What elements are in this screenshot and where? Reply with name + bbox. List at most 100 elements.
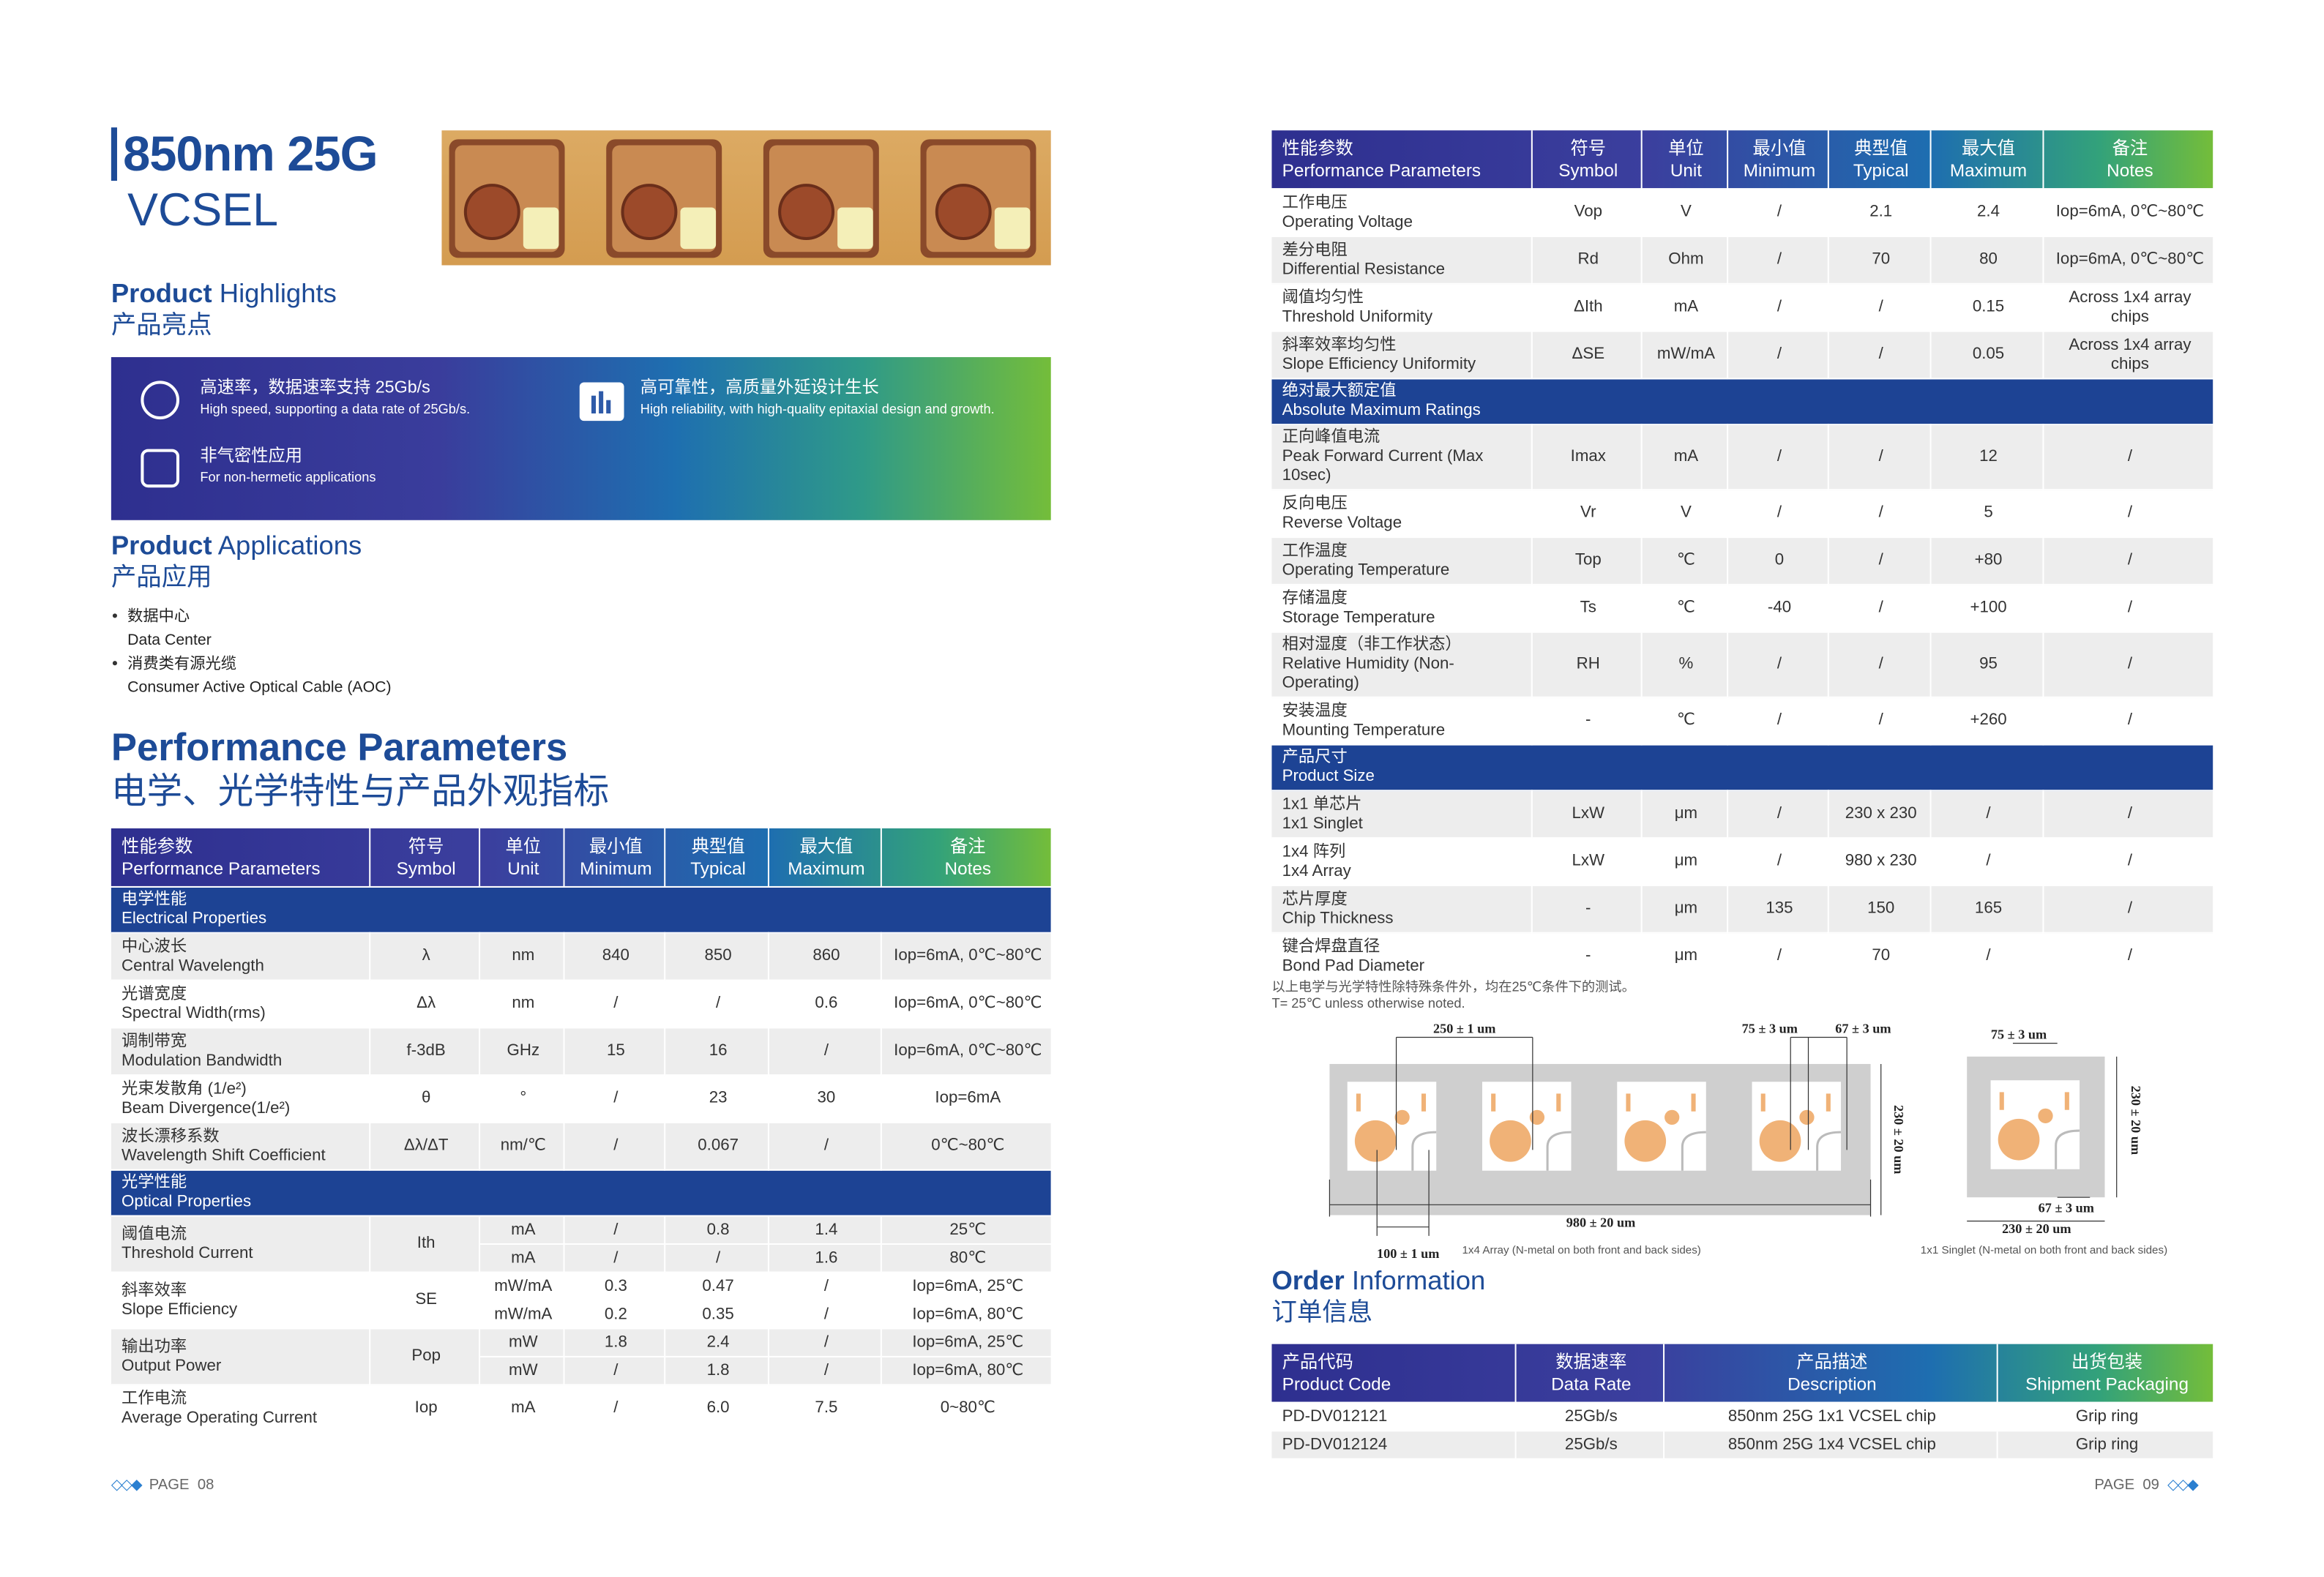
- value-cell: /: [1929, 838, 2044, 886]
- header-en: Performance Parameters: [122, 857, 321, 878]
- metal: [1681, 1131, 1706, 1171]
- value-cell: mW/mA: [479, 1300, 564, 1330]
- aperture: [2038, 1108, 2053, 1123]
- value-cell: /: [767, 1300, 881, 1330]
- symbol-cell: ΔSE: [1531, 331, 1642, 380]
- data-row: 正向峰值电流 Peak Forward Current (Max 10sec) Im…: [1271, 424, 2214, 491]
- header-cn: 单位: [505, 835, 542, 856]
- header-en: Maximum: [1949, 159, 2028, 181]
- value-cell: Iop=6mA: [880, 1075, 1052, 1123]
- highlight-en: High reliability, with high-quality epit…: [640, 401, 995, 417]
- header-cn: 产品描述: [1796, 1350, 1868, 1372]
- value-cell: /: [767, 1027, 881, 1076]
- heading-light: Applications: [217, 530, 362, 561]
- header-cn: 数据速率: [1555, 1350, 1627, 1372]
- value-cell: 25℃: [880, 1215, 1052, 1246]
- section-row: 绝对最大额定值 Absolute Maximum Ratings: [1271, 378, 2214, 426]
- value-cell: /: [563, 1385, 665, 1434]
- param-cell: 1x1 单芯片 1x1 Singlet: [1271, 790, 1532, 839]
- header-cell: 符号 Symbol: [369, 828, 480, 888]
- param-cn: 工作温度: [1282, 542, 1348, 560]
- param-cell: 存储温度 Storage Temperature: [1271, 584, 1532, 633]
- param-en: Slope Efficiency Uniformity: [1282, 354, 1476, 373]
- data-row: 相对湿度（非工作状态） Relative Humidity (Non-Operat…: [1271, 632, 2214, 698]
- header-cell: 出货包装 Shipment Packaging: [1996, 1344, 2214, 1404]
- header-row: 性能参数 Performance Parameters 符号 Symbol 单位 Unit…: [1271, 130, 2214, 190]
- note-cn: 以上电学与光学特性除特殊条件外，均在25℃条件下的测试。: [1271, 979, 1635, 994]
- value-cell: 1.8: [664, 1356, 769, 1386]
- value-cell: 0.6: [767, 980, 881, 1029]
- header-cn: 最小值: [1752, 137, 1806, 158]
- header-cell: 备注 Notes: [880, 828, 1052, 888]
- value-cell: 135: [1727, 885, 1828, 934]
- header-cn: 出货包装: [2071, 1350, 2143, 1372]
- aperture: [621, 184, 678, 241]
- data-row: 斜率效率均匀性 Slope Efficiency Uniformity ΔSE mW/…: [1271, 331, 2214, 380]
- dimension-label: 980 ± 20 um: [1566, 1215, 1636, 1230]
- value-cell: 15: [563, 1027, 665, 1076]
- page-footer: ◇◇◆ PAGE 08: [111, 1477, 214, 1494]
- contact: [1356, 1093, 1361, 1112]
- contact: [1626, 1093, 1631, 1112]
- page-number: 08: [197, 1477, 214, 1494]
- value-cell: /: [2042, 537, 2214, 585]
- dimension-label: 75 ± 3 um: [1991, 1027, 2047, 1042]
- param-en: Average Operating Current: [122, 1408, 318, 1427]
- value-cell: /: [1827, 584, 1931, 633]
- page-number: 09: [2142, 1477, 2159, 1494]
- header-cn: 符号: [1570, 137, 1607, 158]
- highlight: 高可靠性，高质量外延设计生长 High reliability, with hig…: [640, 378, 995, 418]
- value-cell: 16: [664, 1027, 769, 1076]
- data-row: mW/1.8/Iop=6mA, 80℃: [111, 1356, 1052, 1386]
- param-cell: 1x4 阵列 1x4 Array: [1271, 838, 1532, 886]
- header-cn: 最大值: [1962, 137, 2015, 158]
- value-cell: /: [1827, 283, 1931, 332]
- value-cell: 0~80℃: [880, 1385, 1052, 1434]
- param-cn: 键合焊盘直径: [1282, 937, 1380, 956]
- value-cell: /: [1929, 932, 2044, 981]
- symbol-cell: f-3dB: [369, 1027, 480, 1076]
- header-cn: 最小值: [589, 835, 643, 856]
- dimension-diagram: 250 ± 1 um 75 ± 3 um 67 ± 3 um 230 ± 20 um 9…: [1329, 1021, 2167, 1261]
- dimension-label: 67 ± 3 um: [1835, 1021, 1891, 1035]
- data-row: 芯片厚度 Chip Thickness - μm 135 150 165/: [1271, 885, 2214, 934]
- value-cell: 0.067: [664, 1122, 769, 1171]
- header-cn: 备注: [949, 835, 986, 856]
- param-en: Threshold Uniformity: [1282, 307, 1433, 326]
- value-cell: 0.2: [563, 1300, 665, 1330]
- header-cn: 产品代码: [1282, 1350, 1353, 1372]
- heading-light: Information: [1351, 1265, 1486, 1295]
- value-cell: mA: [479, 1215, 564, 1246]
- highlight: 非气密性应用 For non-hermetic applications: [200, 446, 375, 487]
- heading-bold: Product: [111, 530, 212, 561]
- value-cell: Iop=6mA, 25℃: [880, 1272, 1052, 1301]
- dimension-label: 75 ± 3 um: [1742, 1021, 1798, 1035]
- header-cell: 典型值 Typical: [664, 828, 769, 888]
- section-cell: 绝对最大额定值 Absolute Maximum Ratings: [1271, 378, 2214, 426]
- header-cell: 最大值 Maximum: [767, 828, 881, 888]
- diagram-caption: 1x1 Singlet (N-metal on both front and b…: [1921, 1244, 2167, 1256]
- header-cell: 数据速率 Data Rate: [1514, 1344, 1664, 1404]
- value-cell: /: [767, 1356, 881, 1386]
- param-cell: 波长漂移系数 Wavelength Shift Coefficient: [111, 1122, 370, 1171]
- header-cell: 单位 Unit: [479, 828, 564, 888]
- param-cell: 调制带宽 Modulation Bandwidth: [111, 1027, 370, 1076]
- order-cell: Grip ring: [1996, 1431, 2214, 1460]
- value-cell: 2.4: [1929, 189, 2044, 238]
- param-cn: 存储温度: [1282, 588, 1348, 607]
- note-en: T= 25℃ unless otherwise noted.: [1271, 995, 1465, 1011]
- application: 消费类有源光缆 Consumer Active Optical Cable (AO…: [111, 652, 392, 700]
- data-row: 斜率效率 Slope Efficiency SE mW/mA 0.3 0.47/Iop=6…: [111, 1272, 1052, 1330]
- aperture: [1529, 1109, 1545, 1125]
- diamonds: ◇◇◆: [111, 1477, 143, 1494]
- metal: [1816, 1131, 1842, 1171]
- value-cell: Iop=6mA, 0℃~80℃: [880, 1027, 1052, 1076]
- symbol-cell: Rd: [1531, 236, 1642, 285]
- value-cell: mW/mA: [1640, 331, 1728, 380]
- param-cell: 中心波长 Central Wavelength: [111, 932, 370, 981]
- header-en: Unit: [1670, 159, 1703, 181]
- symbol-cell: LxW: [1531, 838, 1642, 886]
- param-en: Differential Resistance: [1282, 260, 1446, 278]
- page-footer: PAGE 09 ◇◇◆: [2094, 1477, 2199, 1494]
- value-cell: 0.47: [664, 1272, 769, 1301]
